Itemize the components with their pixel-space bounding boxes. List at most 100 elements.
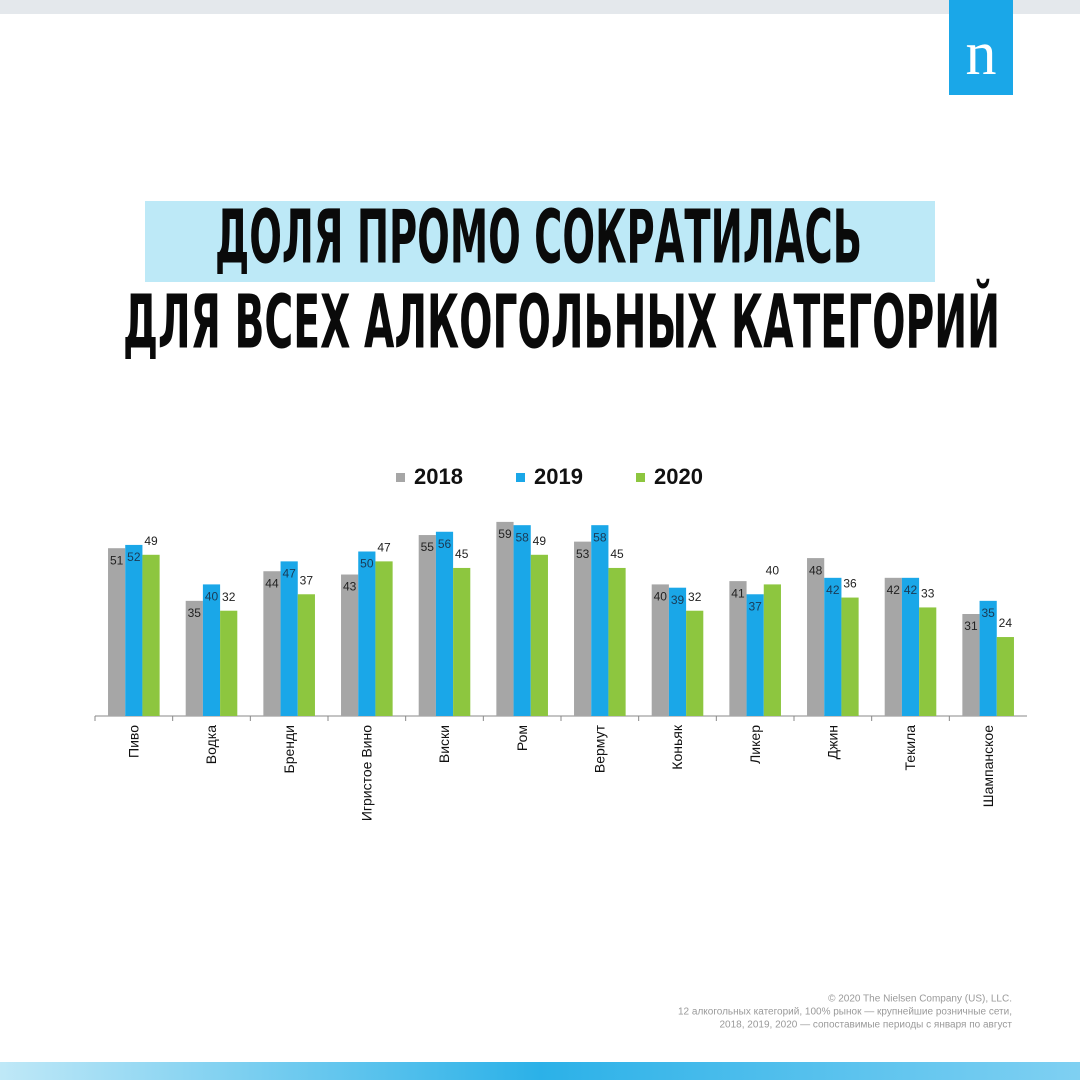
bar xyxy=(574,541,592,716)
bar xyxy=(807,558,825,716)
top-bar xyxy=(0,0,1080,14)
bar xyxy=(185,600,203,716)
x-tick-label: Водка xyxy=(203,725,219,764)
data-label: 44 xyxy=(265,576,279,590)
legend-swatch xyxy=(636,473,645,482)
x-tick-label: Игристое Вино xyxy=(359,725,375,821)
bar xyxy=(729,581,747,716)
data-label: 52 xyxy=(127,550,141,564)
data-label: 47 xyxy=(282,567,296,581)
headline: ДЛЯ ВСЕХ АЛКОГОЛЬНЫХ КАТЕГОРИЙ xyxy=(123,278,1000,366)
data-label: 49 xyxy=(533,534,547,548)
data-label: 39 xyxy=(671,593,685,607)
data-label: 51 xyxy=(110,553,124,567)
bar xyxy=(513,525,531,716)
logo-box xyxy=(949,0,1013,95)
bar xyxy=(125,544,143,716)
bottom-wave xyxy=(0,1062,1080,1080)
data-label: 24 xyxy=(999,616,1013,630)
bar xyxy=(220,610,238,716)
bar xyxy=(763,584,781,716)
bar xyxy=(996,637,1014,716)
data-label: 36 xyxy=(843,577,857,591)
data-label: 59 xyxy=(498,527,512,541)
data-label: 42 xyxy=(826,583,840,597)
data-label: 40 xyxy=(205,590,219,604)
legend-label: 2019 xyxy=(534,464,583,489)
data-label: 40 xyxy=(654,590,668,604)
footer-note: © 2020 The Nielsen Company (US), LLC. xyxy=(828,994,1012,1005)
x-tick-label: Ром xyxy=(514,725,530,751)
x-tick-label: Джин xyxy=(825,725,841,759)
bar xyxy=(651,584,669,716)
data-label: 56 xyxy=(438,537,452,551)
data-label: 45 xyxy=(455,547,469,561)
bar xyxy=(686,610,704,716)
bar xyxy=(142,554,160,716)
bar xyxy=(824,577,842,716)
headline: ДОЛЯ ПРОМО СОКРАТИЛАСЬ xyxy=(215,195,862,281)
legend-label: 2020 xyxy=(654,464,703,489)
data-label: 49 xyxy=(144,534,158,548)
data-label: 32 xyxy=(222,590,236,604)
bar xyxy=(591,525,609,716)
x-tick-label: Коньяк xyxy=(669,724,685,770)
bar xyxy=(435,531,454,716)
data-label: 37 xyxy=(300,573,314,587)
bar xyxy=(884,577,902,716)
data-label: 58 xyxy=(515,530,529,544)
bar xyxy=(202,584,221,716)
data-label: 37 xyxy=(748,599,762,613)
data-label: 43 xyxy=(343,580,357,594)
data-label: 31 xyxy=(964,619,978,633)
bar xyxy=(418,535,436,716)
data-label: 48 xyxy=(809,563,823,577)
headline-highlight xyxy=(145,201,935,282)
bar xyxy=(341,574,359,716)
data-label: 50 xyxy=(360,557,374,571)
data-label: 35 xyxy=(981,606,995,620)
x-tick-label: Ликер xyxy=(747,725,763,764)
x-tick-label: Бренди xyxy=(281,725,297,773)
bar xyxy=(297,594,315,716)
legend-label: 2018 xyxy=(414,464,463,489)
footer-note: 2018, 2019, 2020 — сопоставимые периоды … xyxy=(719,1020,1012,1031)
data-label: 42 xyxy=(904,583,918,597)
logo: n xyxy=(966,20,997,88)
bar xyxy=(901,577,920,716)
x-tick-label: Виски xyxy=(436,725,452,763)
bar xyxy=(979,600,997,716)
data-label: 32 xyxy=(688,590,702,604)
bar xyxy=(530,554,548,716)
bar xyxy=(263,571,281,716)
bar xyxy=(841,597,859,716)
bar xyxy=(280,561,298,716)
data-label: 35 xyxy=(188,606,202,620)
bar xyxy=(919,607,937,716)
data-label: 47 xyxy=(377,541,391,555)
bar xyxy=(962,614,980,716)
x-tick-label: Текила xyxy=(902,725,918,771)
bar xyxy=(358,551,376,716)
legend-swatch xyxy=(516,473,525,482)
data-label: 55 xyxy=(421,540,435,554)
footer-note: 12 алкогольных категорий, 100% рынок — к… xyxy=(678,1007,1012,1018)
data-label: 40 xyxy=(766,564,780,578)
data-label: 33 xyxy=(921,587,935,601)
bar xyxy=(453,567,471,716)
x-tick-label: Вермут xyxy=(592,724,608,773)
x-tick-label: Шампанское xyxy=(980,725,996,807)
legend-swatch xyxy=(396,473,405,482)
bar xyxy=(375,561,393,716)
bar xyxy=(746,594,764,716)
data-label: 41 xyxy=(731,586,745,600)
bar xyxy=(108,548,126,716)
x-tick-label: Пиво xyxy=(126,725,142,758)
bar xyxy=(496,521,514,716)
data-label: 53 xyxy=(576,547,590,561)
bar xyxy=(668,587,687,716)
data-label: 58 xyxy=(593,530,607,544)
data-label: 45 xyxy=(610,547,624,561)
bar xyxy=(608,567,626,716)
